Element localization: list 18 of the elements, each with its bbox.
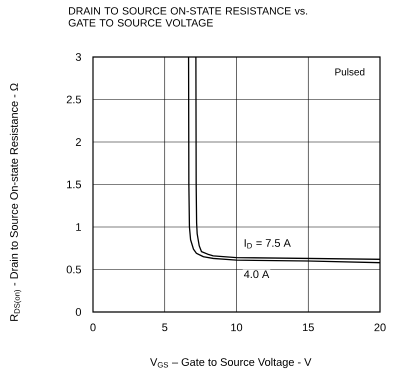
x-axis-title: V$_{GS}$ – Gate to Source Voltage - V [150,358,312,368]
y-tick-label: 0 [76,308,82,316]
x-tick-label: 0 [90,324,96,332]
x-tick-label: 5 [162,324,168,332]
x-tick-label: 20 [374,324,386,332]
y-tick-label: 2 [76,138,81,146]
x-tick-label: 10 [231,324,242,332]
annotation: Pulsed [335,68,364,76]
y-tick-label: 3 [76,53,81,61]
y-tick-label: 2.5 [66,96,82,104]
y-tick-label: 0.5 [66,266,82,274]
series-label: I$_{D}$ = 7.5 A [244,239,291,248]
series-label: 4.0 A [244,270,270,278]
y-axis-title: R$_{DS(on)}$ - Drain to Source On-state Resistance - Ω [10,83,22,321]
y-tick-label: 1.5 [67,180,82,188]
chart-title: DRAIN TO SOURCE ON-STATE RESISTANCE vs. GATE TO SOURCE VOLTAGE [68,7,308,27]
y-tick-label: 1 [76,223,81,231]
x-tick-label: 15 [302,324,314,332]
